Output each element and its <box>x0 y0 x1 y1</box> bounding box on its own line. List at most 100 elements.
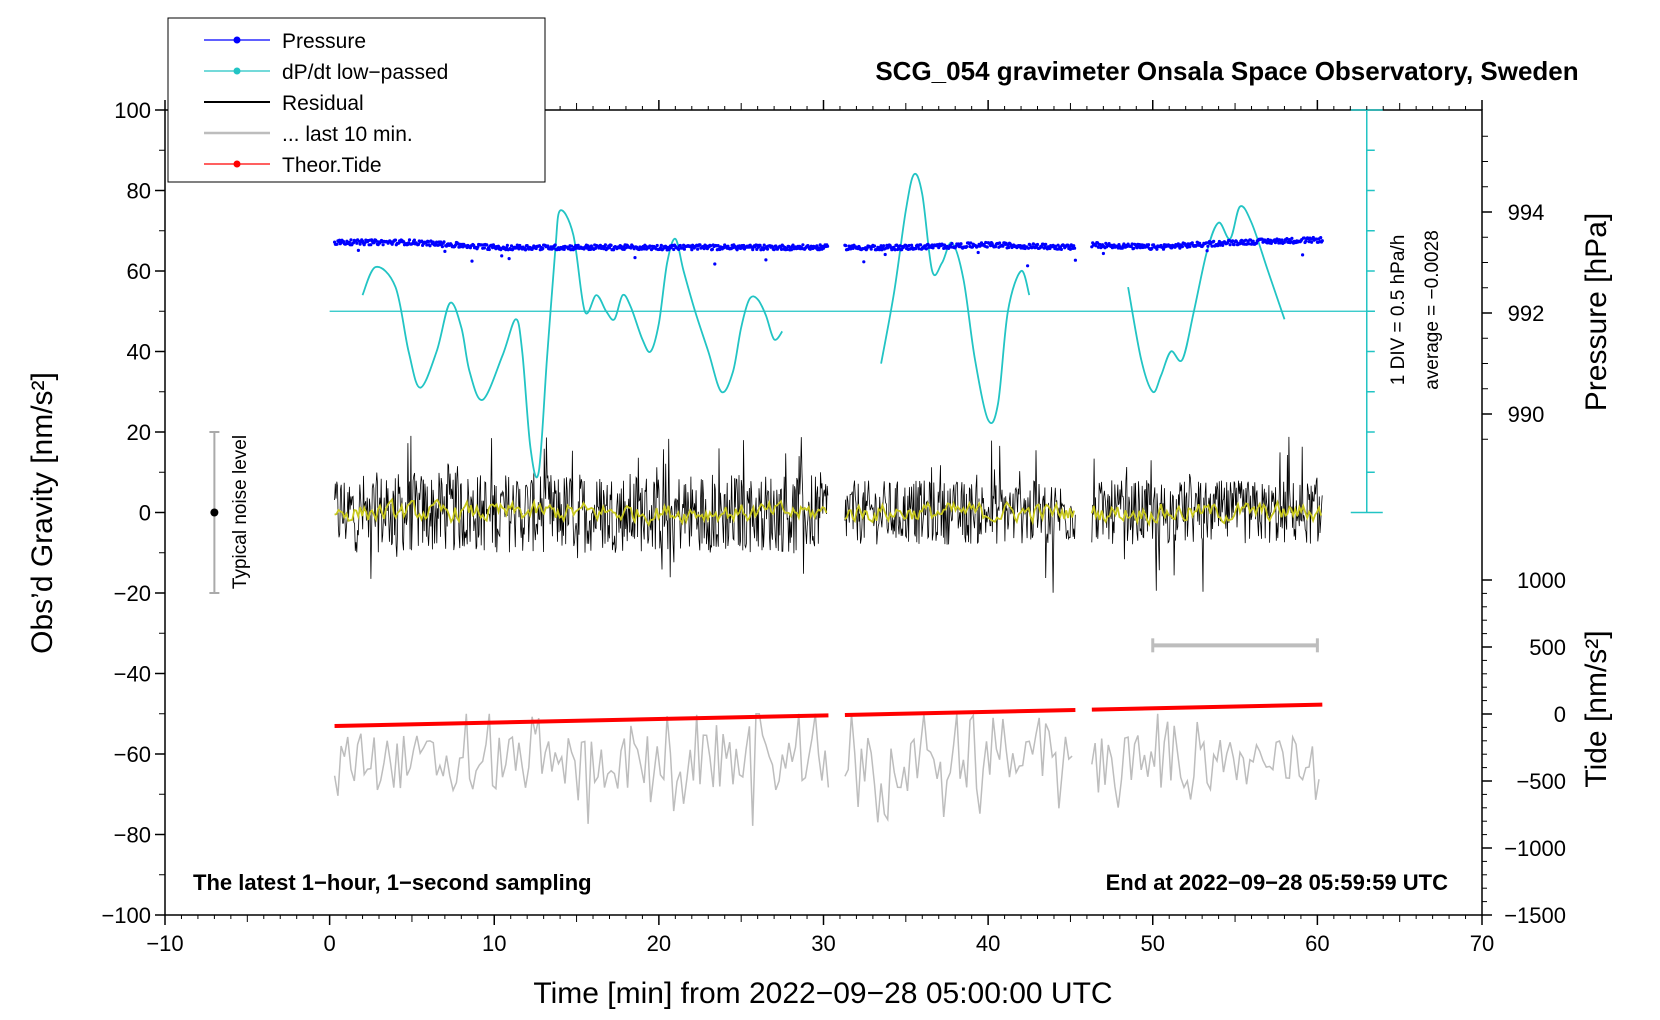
pressure-point <box>779 247 784 251</box>
pressure-point <box>898 244 902 248</box>
pressure-point <box>1028 243 1032 247</box>
residual-trace-segment-3 <box>1091 436 1323 592</box>
y-tick-label: −20 <box>114 581 151 606</box>
x-axis-title: Time [min] from 2022−09−28 05:00:00 UTC <box>533 977 1112 1010</box>
pressure-point <box>337 238 342 242</box>
pressure-point <box>1310 240 1314 244</box>
pressure-point <box>998 241 1002 245</box>
pressure-point <box>677 247 681 251</box>
dpdt-curve-1 <box>361 209 784 479</box>
y-tick-label: 60 <box>127 259 151 284</box>
tide-tick-label: 0 <box>1554 702 1566 727</box>
pressure-point <box>1130 242 1134 246</box>
pressure-point <box>879 244 883 248</box>
pressure-point <box>1210 244 1214 248</box>
pressure-point <box>1188 245 1192 249</box>
y-tick-label: 40 <box>127 340 151 365</box>
tide-line-segment-1 <box>334 713 829 729</box>
y-tick-label: 0 <box>139 501 151 526</box>
pressure-point <box>420 239 424 243</box>
x-tick-label: 20 <box>647 931 671 956</box>
pressure-point <box>682 247 687 251</box>
pressure-point <box>431 240 435 244</box>
legend-pressure-label: Pressure <box>282 30 366 53</box>
pressure-point <box>1249 238 1253 242</box>
pressure-point <box>917 247 921 251</box>
pressure-point <box>1285 237 1289 241</box>
pressure-point <box>737 244 742 248</box>
dpdt-curve-2 <box>880 172 1031 424</box>
pressure-point <box>1206 244 1210 248</box>
legend-last10-label: ... last 10 min. <box>282 123 413 146</box>
pressure-point <box>1044 242 1048 246</box>
pressure-point <box>785 247 789 251</box>
pressure-point <box>609 243 613 247</box>
pressure-point <box>347 240 351 244</box>
pressure-point <box>607 246 612 250</box>
pressure-point <box>1026 264 1030 268</box>
pressure-point <box>435 240 439 244</box>
pressure-point <box>690 248 694 252</box>
pressure-point <box>485 243 489 247</box>
pressure-point <box>454 243 458 247</box>
pressure-point <box>1235 240 1239 244</box>
legend-dpdt-label: dP/dt low−passed <box>282 61 448 84</box>
pressure-point <box>603 243 608 247</box>
pressure-point <box>1150 246 1154 250</box>
average-label: average = −0.0028 <box>1422 230 1443 390</box>
pressure-point <box>1315 237 1319 241</box>
pressure-point <box>1040 245 1044 249</box>
last10-trace-segment-2 <box>844 712 1073 823</box>
pressure-point <box>500 254 504 258</box>
pressure-point <box>1228 243 1232 247</box>
pressure-point <box>844 244 848 248</box>
pressure-point <box>1290 236 1294 240</box>
x-tick-label: 0 <box>324 931 336 956</box>
pressure-point <box>696 247 700 251</box>
pressure-point <box>659 243 663 247</box>
pressure-point <box>525 244 529 248</box>
pressure-point <box>1205 249 1209 253</box>
pressure-point <box>1260 237 1264 241</box>
pressure-point <box>425 243 429 247</box>
pressure-point <box>1254 241 1259 245</box>
residual-trace-segment-1 <box>334 435 829 579</box>
pressure-point <box>1320 239 1324 243</box>
pressure-point <box>1007 245 1011 250</box>
pressure-point <box>1204 241 1208 245</box>
residual-smooth-segment-1 <box>334 497 828 527</box>
pressure-point <box>1072 244 1076 248</box>
legend-tide-marker <box>233 160 241 168</box>
pressure-tick-label: 990 <box>1508 402 1545 427</box>
text-layer: SCG_054 gravimeter Onsala Space Observat… <box>26 56 1613 1010</box>
tide-tick-label: −500 <box>1516 769 1566 794</box>
pressure-point <box>1122 242 1126 246</box>
pressure-point <box>762 243 766 247</box>
pressure-point <box>1096 245 1100 249</box>
pressure-point <box>570 244 574 248</box>
pressure-point <box>598 243 603 247</box>
pressure-point <box>487 247 491 252</box>
pressure-point <box>1073 258 1077 262</box>
pressure-point <box>505 243 509 247</box>
pressure-point <box>1302 236 1306 240</box>
pressure-point <box>541 246 545 251</box>
pressure-point <box>709 244 713 248</box>
pressure-point <box>924 247 929 251</box>
pressure-point <box>1221 243 1225 247</box>
x-tick-label: 70 <box>1470 931 1494 956</box>
legend-dpdt-marker <box>233 67 241 75</box>
x-tick-label: −10 <box>146 931 183 956</box>
last10-trace-segment-3 <box>1091 713 1320 808</box>
pressure-point <box>984 240 988 245</box>
pressure-point <box>363 241 367 245</box>
pressure-point <box>369 243 373 247</box>
pressure-point <box>1176 242 1180 246</box>
pressure-point <box>1240 238 1244 242</box>
pressure-point <box>1301 253 1305 257</box>
pressure-point <box>637 247 641 252</box>
y-tick-label: −40 <box>114 662 151 687</box>
legend-box <box>167 17 546 183</box>
pressure-point <box>1132 246 1136 250</box>
pressure-point <box>758 243 762 247</box>
